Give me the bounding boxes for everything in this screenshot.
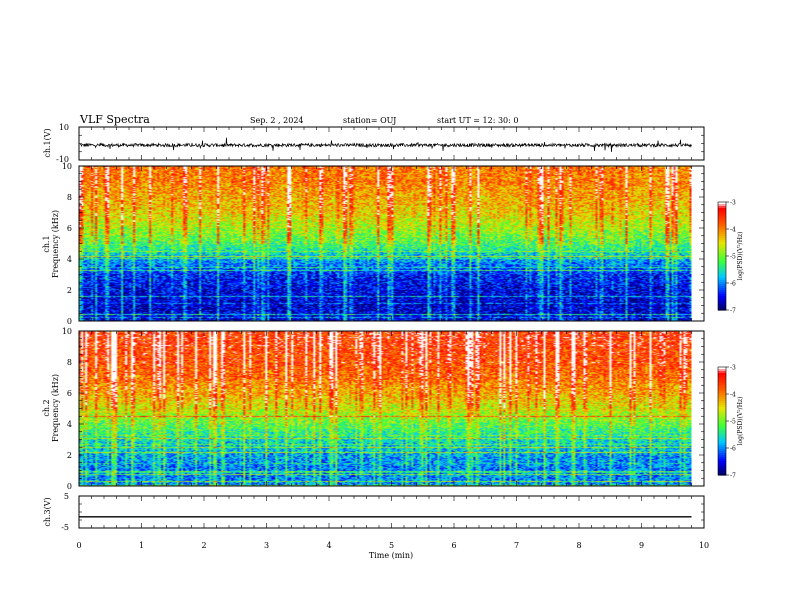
ch1-colorbar: -3 -4 -5 -6 -7 log(PSD)(V²/Hz)	[718, 200, 744, 315]
y-tick-label: 10	[62, 327, 72, 336]
station-label: station= OUJ	[343, 116, 396, 125]
colorbar-label: log(PSD)(V²/Hz)	[737, 232, 744, 281]
x-tick-label: 9	[639, 541, 644, 550]
ch3-ylabel: ch.3(V)	[43, 497, 52, 526]
ch1-ylabel: ch.1(V)	[43, 128, 52, 157]
x-tick-label: 8	[576, 541, 581, 550]
ch1-ytick-top: 10	[59, 123, 69, 132]
x-tick-label: 5	[389, 541, 394, 550]
colorbar-tick-label: -3	[730, 365, 736, 372]
y-tick-label: 2	[67, 451, 72, 460]
colorbar-label: log(PSD)(V²/Hz)	[737, 397, 744, 446]
date-label: Sep. 2 , 2024	[250, 116, 304, 125]
figure-title: VLF Spectra	[79, 113, 150, 126]
x-axis-label: Time (min)	[369, 551, 413, 560]
y-tick-label: 0	[67, 482, 72, 491]
colorbar-tick-label: -7	[730, 473, 736, 480]
ch3-ytick-bottom: -5	[61, 523, 69, 532]
ch3-waveform-panel: 5 -5 ch.3(V)	[43, 492, 704, 532]
ch1-label: ch.1	[42, 235, 51, 252]
start-time-label: start UT = 12: 30: 0	[437, 116, 518, 125]
y-tick-label: 4	[67, 420, 72, 429]
colorbar-tick-label: -7	[730, 308, 736, 315]
colorbar-tick-label: -5	[730, 254, 736, 261]
x-tick-label: 10	[699, 541, 709, 550]
ch3-ytick-top: 5	[64, 492, 69, 501]
colorbar-tick-label: -6	[730, 446, 736, 453]
y-tick-label: 6	[67, 389, 72, 398]
ch1-waveform-trace	[80, 138, 692, 152]
x-tick-label: 0	[76, 541, 81, 550]
ch1-spectrogram-image	[79, 166, 692, 321]
ch2-spectrogram-image	[79, 331, 692, 486]
x-tick-label: 4	[326, 541, 331, 550]
y-tick-label: 4	[67, 255, 72, 264]
colorbar-tick-label: -6	[730, 281, 736, 288]
x-tick-label: 2	[201, 541, 206, 550]
y-tick-label: 10	[62, 162, 72, 171]
colorbar-tick-label: -3	[730, 200, 736, 207]
colorbar-tick-label: -4	[730, 227, 736, 234]
colorbar-tick-label: -5	[730, 419, 736, 426]
x-tick-label: 6	[451, 541, 456, 550]
ch2-colorbar: -3 -4 -5 -6 -7 log(PSD)(V²/Hz)	[718, 365, 744, 480]
ch1-spectrogram-panel: ch.1 Frequency (kHz)	[42, 166, 704, 321]
x-tick-label: 1	[139, 541, 144, 550]
y-tick-label: 8	[67, 358, 72, 367]
ch2-spectrogram-panel: ch.2 Frequency (kHz)	[42, 331, 704, 486]
y-tick-label: 0	[67, 317, 72, 326]
ch2-label: ch.2	[42, 399, 51, 416]
colorbar-tick-label: -4	[730, 392, 736, 399]
ch1-waveform-panel: 10 -10 ch.1(V)	[43, 123, 704, 164]
ch2-frequency-label: Frequency (kHz)	[51, 374, 60, 442]
x-tick-label: 7	[514, 541, 519, 550]
y-tick-label: 6	[67, 224, 72, 233]
y-tick-label: 2	[67, 286, 72, 295]
y-tick-label: 8	[67, 193, 72, 202]
ch1-frequency-label: Frequency (kHz)	[51, 210, 60, 278]
x-tick-label: 3	[264, 541, 269, 550]
